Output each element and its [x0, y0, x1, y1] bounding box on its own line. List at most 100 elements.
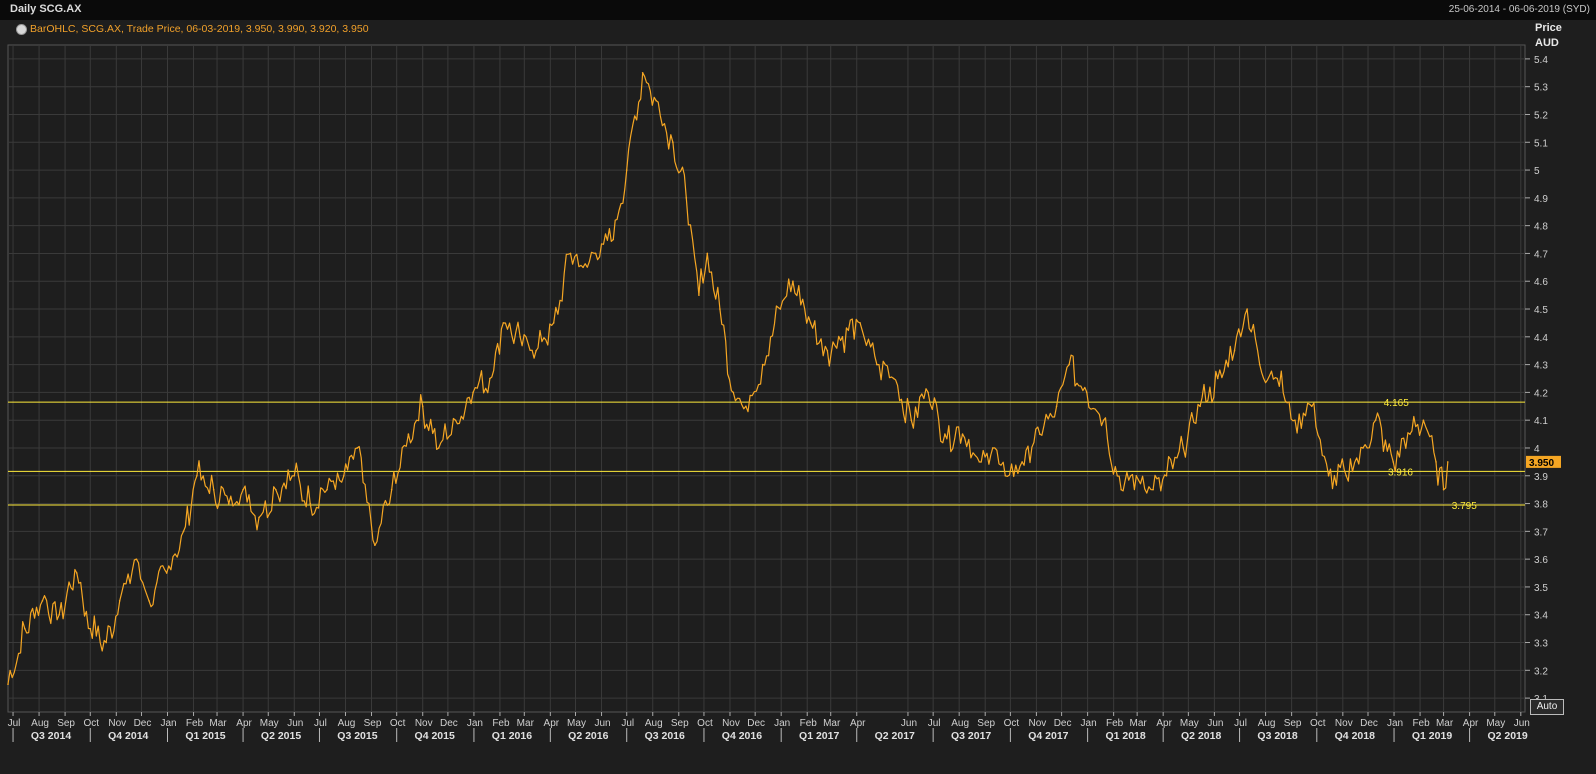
title-bar: Daily SCG.AX 25-06-2014 - 06-06-2019 (SY… — [0, 0, 1596, 20]
y-tick-label: 4.7 — [1534, 249, 1548, 260]
month-label: Sep — [364, 718, 382, 729]
month-label: Dec — [440, 718, 458, 729]
month-label: Jan — [160, 718, 176, 729]
price-point — [1374, 419, 1377, 421]
price-point — [1068, 363, 1070, 366]
y-axis: 3.13.23.33.43.53.63.73.83.944.14.24.34.4… — [1525, 55, 1561, 705]
quarter-label: Q2 2016 — [568, 730, 608, 742]
price-point — [1004, 474, 1007, 477]
quarter-label: Q4 2015 — [415, 730, 455, 742]
month-label: Apr — [236, 718, 252, 729]
month-label: Nov — [415, 718, 433, 729]
quarter-label: Q1 2017 — [799, 730, 839, 742]
price-point — [1152, 488, 1154, 491]
y-tick-label: 4.6 — [1534, 277, 1548, 288]
y-tick-label: 3.3 — [1534, 639, 1548, 650]
month-label: Jul — [928, 718, 941, 729]
month-label: Sep — [1284, 718, 1302, 729]
month-label: Sep — [977, 718, 995, 729]
month-label: Jan — [1081, 718, 1097, 729]
price-point — [961, 433, 964, 435]
price-point — [1392, 461, 1394, 463]
price-point — [761, 363, 764, 366]
quarter-label: Q1 2016 — [492, 730, 532, 742]
chart-title: Daily SCG.AX — [10, 3, 82, 15]
y-tick-label: 3.7 — [1534, 527, 1548, 538]
y-tick-label: 4.8 — [1534, 222, 1548, 233]
price-point — [293, 474, 296, 477]
month-label: Feb — [800, 718, 818, 729]
price-point — [343, 474, 345, 477]
price-point — [227, 502, 230, 505]
level-label: 4.165 — [1384, 398, 1409, 409]
quarter-label: Q4 2018 — [1335, 730, 1375, 742]
month-label: Oct — [83, 718, 99, 729]
price-point — [1135, 474, 1138, 477]
price-point — [1409, 433, 1411, 435]
price-point — [1102, 419, 1105, 421]
month-label: Aug — [31, 718, 49, 729]
price-point — [105, 641, 108, 644]
price-point — [7, 683, 9, 686]
price-point — [672, 141, 674, 144]
price-point — [612, 238, 615, 241]
price-point — [655, 99, 657, 102]
month-label: Jul — [8, 718, 21, 729]
price-point — [991, 447, 994, 449]
price-series-line[interactable] — [7, 72, 1449, 685]
month-label: Mar — [517, 718, 535, 729]
month-label: Sep — [57, 718, 75, 729]
quarter-label: Q1 2015 — [185, 730, 225, 742]
month-label: Mar — [823, 718, 841, 729]
quarter-label: Q4 2016 — [722, 730, 762, 742]
price-point — [685, 197, 688, 199]
price-point — [489, 377, 491, 380]
y-tick-label: 5.3 — [1534, 83, 1548, 94]
price-point — [552, 322, 555, 324]
quarter-label: Q2 2015 — [261, 730, 301, 742]
y-tick-label: 5 — [1534, 166, 1540, 177]
legend-settings-icon[interactable] — [16, 23, 27, 35]
series-legend[interactable]: BarOHLC, SCG.AX, Trade Price, 06-03-2019… — [16, 23, 369, 35]
month-label: Jun — [1514, 718, 1530, 729]
price-point — [421, 405, 424, 408]
price-point — [41, 600, 44, 602]
price-point — [135, 558, 138, 560]
price-point — [390, 488, 393, 491]
price-point — [1216, 377, 1219, 380]
quarter-label: Q2 2017 — [875, 730, 915, 742]
quarter-label: Q3 2015 — [337, 730, 377, 742]
price-point — [1182, 447, 1185, 449]
month-label: Dec — [1360, 718, 1378, 729]
month-label: Feb — [492, 718, 510, 729]
quarter-label: Q4 2014 — [108, 730, 148, 742]
month-label: Nov — [1335, 718, 1353, 729]
month-label: Oct — [1004, 718, 1020, 729]
auto-scale-button[interactable]: Auto — [1530, 699, 1564, 715]
month-label: Aug — [951, 718, 969, 729]
y-tick-label: 3.6 — [1534, 555, 1548, 566]
y-tick-label: 4.4 — [1534, 333, 1548, 344]
month-label: Feb — [186, 718, 204, 729]
price-point — [1021, 461, 1023, 463]
quarter-label: Q3 2014 — [31, 730, 71, 742]
month-label: Oct — [390, 718, 406, 729]
price-point — [89, 627, 92, 630]
price-point — [1294, 419, 1296, 421]
quarter-label: Q4 2017 — [1028, 730, 1068, 742]
month-label: Jan — [467, 718, 483, 729]
price-point — [309, 502, 312, 505]
month-label: May — [260, 718, 279, 729]
price-point — [826, 349, 829, 352]
y-tick-label: 3.8 — [1534, 500, 1548, 511]
price-point — [876, 363, 878, 366]
month-label: Aug — [1258, 718, 1276, 729]
price-point — [1327, 474, 1330, 477]
month-label: Apr — [850, 718, 866, 729]
price-point — [275, 488, 277, 491]
y-tick-label: 4.5 — [1534, 305, 1548, 316]
quarter-label: Q2 2019 — [1487, 730, 1527, 742]
price-point — [745, 405, 747, 408]
